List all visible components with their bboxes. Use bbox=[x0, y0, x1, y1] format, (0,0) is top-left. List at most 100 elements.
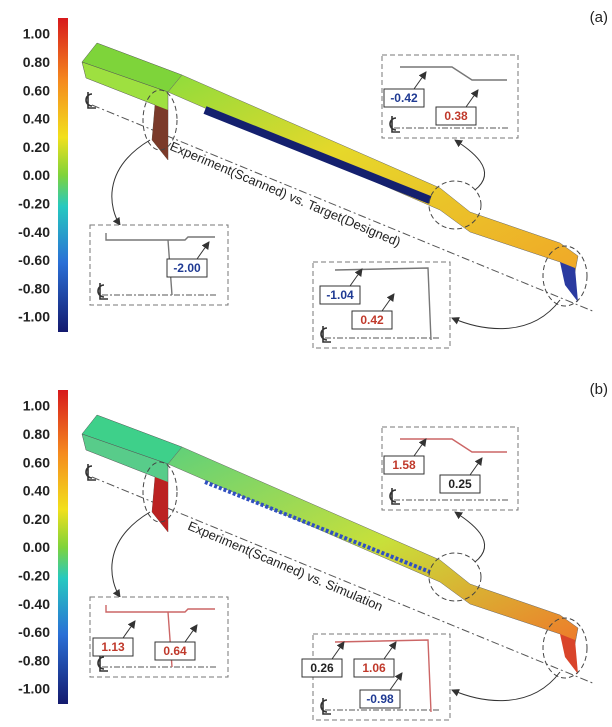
centerline bbox=[91, 104, 596, 313]
callout-arrow bbox=[331, 641, 345, 660]
callout-box bbox=[301, 658, 343, 678]
callout-value: 0.25 bbox=[448, 477, 472, 491]
connector bbox=[451, 299, 561, 329]
callout-arrow bbox=[465, 89, 479, 108]
connector bbox=[451, 671, 561, 701]
part-wall-tip bbox=[152, 105, 168, 160]
colorbar-tick-label: -0.60 bbox=[18, 624, 50, 640]
colorbar-tick-label: -0.40 bbox=[18, 224, 50, 240]
colorbar bbox=[58, 18, 68, 332]
callout-box bbox=[351, 310, 393, 330]
callout-box bbox=[154, 641, 196, 661]
colorbar-tick-label: -0.80 bbox=[18, 280, 50, 296]
colorbar-tick-label: 1.00 bbox=[23, 26, 50, 42]
callout-value: 1.13 bbox=[101, 640, 125, 654]
part-stripe bbox=[204, 480, 431, 574]
centerline-symbol bbox=[85, 464, 96, 481]
centerline-symbol bbox=[97, 655, 108, 672]
highlight-circle bbox=[142, 461, 178, 523]
colorbar bbox=[58, 390, 68, 704]
centerline-symbol bbox=[389, 488, 400, 505]
highlight-circle bbox=[428, 180, 482, 230]
part-beam bbox=[167, 446, 579, 645]
panel: (b) 1.00 0.80 0.60 0.40 0.20 0.00 -0.20 -0.40 -0.… bbox=[18, 381, 608, 721]
centerline-symbol bbox=[389, 116, 400, 133]
callout-arrow bbox=[381, 293, 395, 312]
callout-value: 1.58 bbox=[392, 458, 416, 472]
callout-arrow bbox=[196, 241, 210, 260]
inset-box bbox=[312, 261, 451, 349]
colorbar-tick-label: 0.00 bbox=[23, 167, 50, 183]
colorbar-tick-label: 1.00 bbox=[23, 398, 50, 414]
callout-arrow bbox=[389, 672, 403, 691]
colorbar-tick-label: 0.40 bbox=[23, 111, 50, 127]
callout-value: -2.00 bbox=[173, 261, 201, 275]
colorbar-tick-label: 0.80 bbox=[23, 426, 50, 442]
connector bbox=[111, 139, 151, 226]
colorbar-tick-label: 0.40 bbox=[23, 483, 50, 499]
callout-arrow bbox=[184, 624, 198, 643]
panel-label: (b) bbox=[590, 381, 608, 398]
panel: (a) 1.00 0.80 0.60 0.40 0.20 0.00 -0.20 -0.40 -0.… bbox=[18, 9, 608, 349]
inset-box bbox=[89, 596, 229, 678]
callout-box bbox=[383, 88, 425, 108]
centerline bbox=[91, 476, 596, 685]
centerline-symbol bbox=[85, 92, 96, 109]
colorbar-tick-label: -0.80 bbox=[18, 652, 50, 668]
callout-value: -1.04 bbox=[326, 288, 354, 302]
colorbar-tick-label: 0.60 bbox=[23, 82, 50, 98]
colorbar-tick-label: -0.20 bbox=[18, 196, 50, 212]
callout-arrow bbox=[413, 71, 427, 90]
centerline-symbol bbox=[320, 698, 331, 715]
panel-label: (a) bbox=[590, 9, 608, 26]
colorbar-tick-label: -0.40 bbox=[18, 596, 50, 612]
callout-arrow bbox=[122, 620, 136, 639]
colorbar-tick-label: -0.60 bbox=[18, 252, 50, 268]
callout-box bbox=[92, 637, 134, 657]
callout-value: -0.98 bbox=[366, 692, 394, 706]
inset-profile bbox=[334, 639, 432, 713]
callout-box bbox=[383, 455, 425, 475]
highlight-circle bbox=[542, 245, 588, 307]
callout-value: 0.42 bbox=[360, 313, 384, 327]
callout-arrow bbox=[349, 268, 363, 287]
callout-box bbox=[353, 658, 395, 678]
part-tip bbox=[560, 262, 578, 302]
callout-arrow bbox=[469, 457, 483, 476]
part-tip bbox=[560, 634, 578, 674]
callout-value: 0.38 bbox=[444, 109, 468, 123]
colorbar-tick-label: -1.00 bbox=[18, 681, 50, 697]
callout-box bbox=[319, 285, 361, 305]
part-wall-tip bbox=[152, 477, 168, 532]
connector bbox=[111, 511, 151, 598]
colorbar-tick-label: 0.20 bbox=[23, 139, 50, 155]
connector bbox=[454, 511, 486, 563]
colorbar-tick-label: 0.60 bbox=[23, 454, 50, 470]
highlight-circle bbox=[428, 552, 482, 602]
callout-value: -0.42 bbox=[390, 91, 418, 105]
connector bbox=[454, 139, 486, 191]
callout-box bbox=[439, 474, 481, 494]
colorbar-tick-label: 0.00 bbox=[23, 539, 50, 555]
callout-arrow bbox=[383, 641, 397, 660]
callout-value: 1.06 bbox=[362, 661, 386, 675]
colorbar-tick-label: -0.20 bbox=[18, 568, 50, 584]
callout-box bbox=[166, 258, 208, 278]
callout-value: 0.64 bbox=[163, 644, 187, 658]
callout-box bbox=[435, 106, 477, 126]
callout-value: 0.26 bbox=[310, 661, 334, 675]
callout-arrow bbox=[413, 438, 427, 457]
part-stripe bbox=[203, 106, 432, 204]
colorbar-tick-label: 0.20 bbox=[23, 511, 50, 527]
centerline-symbol bbox=[320, 326, 331, 343]
highlight-circle bbox=[542, 617, 588, 679]
highlight-circle bbox=[142, 89, 178, 151]
colorbar-tick-label: -1.00 bbox=[18, 309, 50, 325]
callout-box bbox=[359, 689, 401, 709]
centerline-symbol bbox=[97, 283, 108, 300]
inset-profile bbox=[334, 267, 432, 341]
colorbar-tick-label: 0.80 bbox=[23, 54, 50, 70]
inset-profile bbox=[400, 66, 507, 81]
